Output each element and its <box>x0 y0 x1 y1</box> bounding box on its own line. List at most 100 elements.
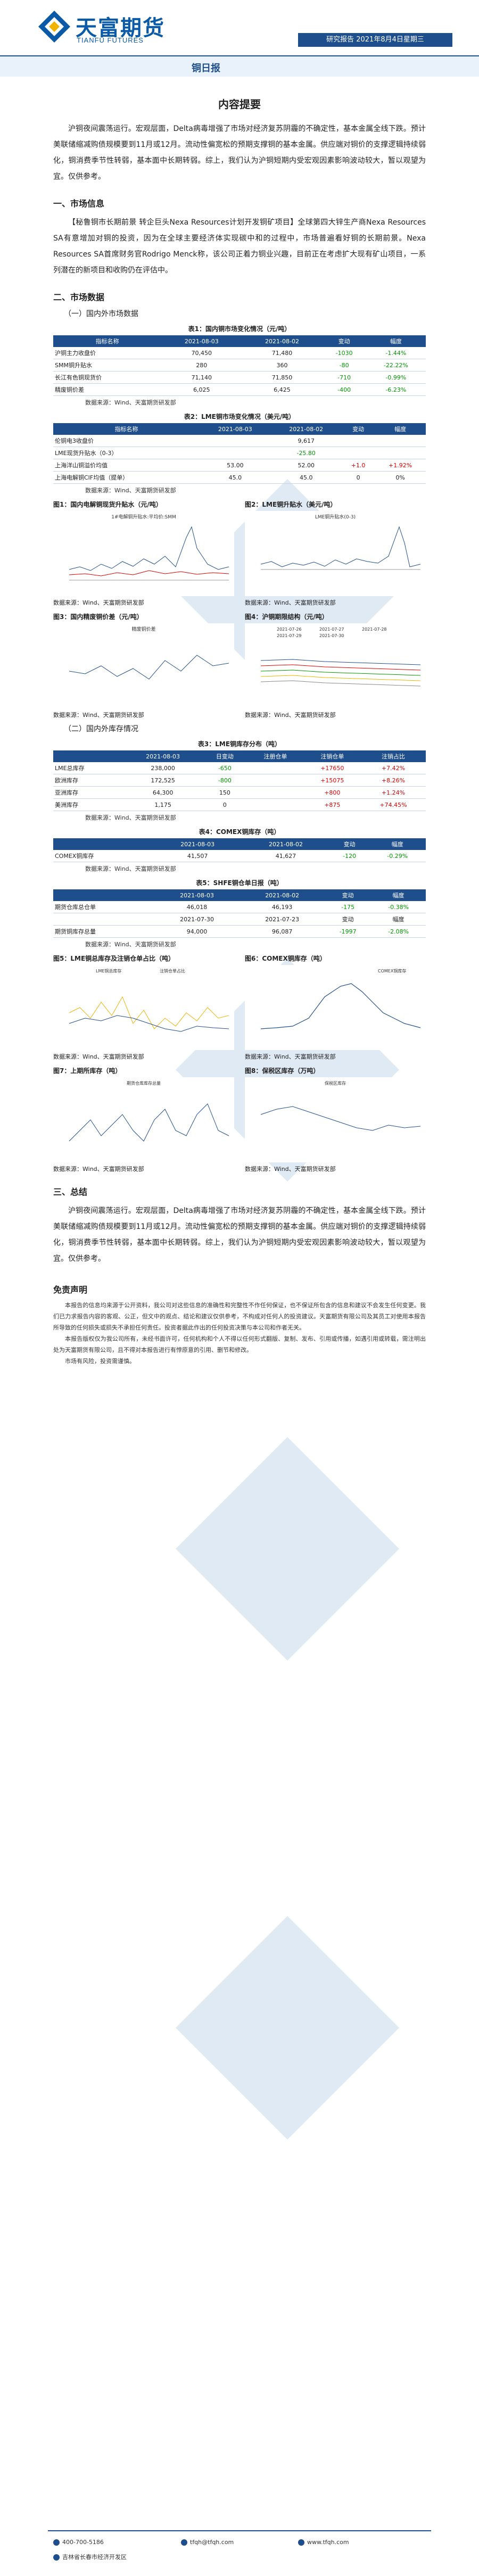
table-shfe-warrants: 2021-08-03 2021-08-02 变动 幅度 期货仓库总仓单 46,018 46,… <box>53 889 426 938</box>
table-cell: +7.42% <box>360 762 426 774</box>
table-header-cell: 幅度 <box>371 889 426 901</box>
disclaimer-title: 免责声明 <box>53 1285 88 1295</box>
table-header-cell: 注册仓单 <box>247 750 304 762</box>
table-cell: -0.99% <box>366 371 426 384</box>
table-cell: -0.29% <box>369 850 426 862</box>
table-cell: 亚洲库存 <box>53 786 123 799</box>
chart-7-plot: 期货仓库库存总量 <box>53 1077 234 1162</box>
subsection-inventory-heading: （二）国内外库存情况 <box>64 725 138 733</box>
charts-row-1: 图1：国内电解铜现货升贴水（元/吨） 1#电解铜升贴水:平均价:SMM 数据来源… <box>53 500 426 607</box>
table-cell: -175 <box>325 901 371 913</box>
table-row: 伦铜电3收盘价 9,617 <box>53 435 426 447</box>
table-cell: 2021-07-23 <box>240 913 325 926</box>
table-domestic-market: 指标名称 2021-08-03 2021-08-02 变动 幅度 沪铜主力收盘价 70,45… <box>53 335 426 396</box>
table-cell: -120 <box>329 850 369 862</box>
table-cell: -0.38% <box>371 901 426 913</box>
table-header-cell <box>53 889 154 901</box>
chart-5-legend-1: LME铜总库存 <box>96 968 121 973</box>
table-row: 长江有色铜现货价 71,140 71,850 -710 -0.99% <box>53 371 426 384</box>
table-cell: 46,018 <box>154 901 240 913</box>
table-cell: 94,000 <box>154 925 240 938</box>
market-info-text: 【秘鲁铜市长期前景 转企巨头Nexa Resources计划开发铜矿项目】全球第… <box>53 218 426 275</box>
charts-row-2: 图3：国内精废铜价差（元/吨） 精废铜价差 数据来源：Wind、天富期货研发部 … <box>53 612 426 719</box>
chart-5-legend-2: 注销仓单占比 <box>160 968 185 973</box>
footer-email[interactable]: tfqh@tfqh.com <box>181 2539 234 2546</box>
footer-web[interactable]: www.tfqh.com <box>298 2539 349 2546</box>
table-lme-market: 指标名称 2021-08-03 2021-08-02 变动 幅度 伦铜电3收盘价 9,617… <box>53 423 426 484</box>
globe-icon <box>298 2539 304 2546</box>
chart-2-plot: LME铜升贴水(0-3) <box>245 511 426 596</box>
logo-text-cn: 天富期货 <box>76 16 165 40</box>
table-header-cell: 2021-08-02 <box>240 889 325 901</box>
table-cell: -1030 <box>322 347 366 359</box>
table-row: LME总库存 238,000 -650 +17650 +7.42% <box>53 762 426 774</box>
chart-1-title: 图1：国内电解铜现货升贴水（元/吨） <box>53 501 162 508</box>
email-icon <box>181 2539 187 2546</box>
table-cell <box>341 447 375 459</box>
chart-8-title: 图8：保税区库存（万吨） <box>245 1067 320 1075</box>
table-cell: +875 <box>303 798 361 811</box>
table-cell: 长江有色铜现货价 <box>53 371 162 384</box>
table-cell: 0 <box>341 471 375 484</box>
table-cell: 41,507 <box>153 850 242 862</box>
table-cell: 欧洲库存 <box>53 774 123 787</box>
table-cell: -800 <box>202 774 247 787</box>
phone-icon <box>53 2539 60 2546</box>
table-cell: 2021-07-30 <box>154 913 240 926</box>
chart-5: 图5：LME铜总库存及注销仓单占比（吨） LME铜总库存 注销仓单占比 数据来源… <box>53 954 234 1061</box>
table-cell: 52.00 <box>270 459 342 472</box>
chart-7-title: 图7：上期所库存（吨） <box>53 1067 122 1075</box>
table-cell: 150 <box>202 786 247 799</box>
chart-6-plot: COMEX铜库存 <box>245 965 426 1050</box>
footer-web-text: www.tfqh.com <box>307 2539 349 2546</box>
table-cell: 41,627 <box>242 850 330 862</box>
table-cell: -650 <box>202 762 247 774</box>
table-cell <box>200 447 271 459</box>
footer-phone: 400-700-5186 <box>53 2539 104 2546</box>
table-cell: 71,850 <box>242 371 323 384</box>
logo-icon <box>38 11 70 43</box>
report-type-band: 铜日报 <box>0 55 479 77</box>
disclaimer-p3: 市场有风险，投资需谨慎。 <box>65 1358 135 1365</box>
footer-email-text: tfqh@tfqh.com <box>190 2539 234 2546</box>
table-cell: 9,617 <box>270 435 342 447</box>
table-cell: 280 <box>161 359 242 371</box>
table-cell: LME总库存 <box>53 762 123 774</box>
table-comex-inventory: 2021-08-03 2021-08-02 变动 幅度 COMEX铜库存 41,507 41… <box>53 838 426 862</box>
table-cell: 0% <box>375 471 426 484</box>
footer-divider <box>48 2530 431 2531</box>
table-row: 沪铜主力收盘价 70,450 71,480 -1030 -1.44% <box>53 347 426 359</box>
location-icon <box>53 2554 60 2561</box>
subsection-domestic-foreign-heading: （一）国内外市场数据 <box>64 310 138 318</box>
table-cell <box>375 447 426 459</box>
table-cell: 64,300 <box>123 786 203 799</box>
table-header-cell <box>53 838 154 850</box>
table-cell: 6,025 <box>161 383 242 396</box>
section-summary-heading: 三、总结 <box>53 1187 88 1197</box>
table4-source: 数据来源：Wind、天富期货研发部 <box>85 865 176 872</box>
table-cell <box>247 798 304 811</box>
chart-3-title: 图3：国内精废铜价差（元/吨） <box>53 613 143 621</box>
table3-source: 数据来源：Wind、天富期货研发部 <box>85 814 176 821</box>
table-cell: 45.0 <box>200 471 271 484</box>
table-header-cell: 注销占比 <box>360 750 426 762</box>
table-header-cell <box>53 750 123 762</box>
chart-4-legend-3: 2021-07-28 <box>362 627 387 632</box>
table-header-cell: 变动 <box>329 838 369 850</box>
report-type-title: 铜日报 <box>192 63 220 74</box>
chart-4-plot: 2021-07-26 2021-07-27 2021-07-28 2021-07… <box>245 623 426 708</box>
table-cell: 46,193 <box>240 901 325 913</box>
table-cell: 45.0 <box>270 471 342 484</box>
table-cell: -710 <box>322 371 366 384</box>
charts-row-4: 图7：上期所库存（吨） 期货仓库库存总量 数据来源：Wind、天富期货研发部 图… <box>53 1066 426 1173</box>
table-header-cell: 2021-08-02 <box>242 335 323 347</box>
chart-8-plot: 保税区库存 <box>245 1077 426 1162</box>
chart-4-legend-1: 2021-07-26 <box>277 627 302 632</box>
table-header-row: 2021-08-03 2021-08-02 变动 幅度 <box>53 838 426 850</box>
table2-source: 数据来源：Wind、天富期货研发部 <box>85 487 176 494</box>
table-header-cell: 日变动 <box>202 750 247 762</box>
table-cell <box>247 762 304 774</box>
logo-text-en: TIANFU FUTURES <box>77 36 144 44</box>
table-cell: -2.08% <box>371 925 426 938</box>
table-cell <box>247 774 304 787</box>
